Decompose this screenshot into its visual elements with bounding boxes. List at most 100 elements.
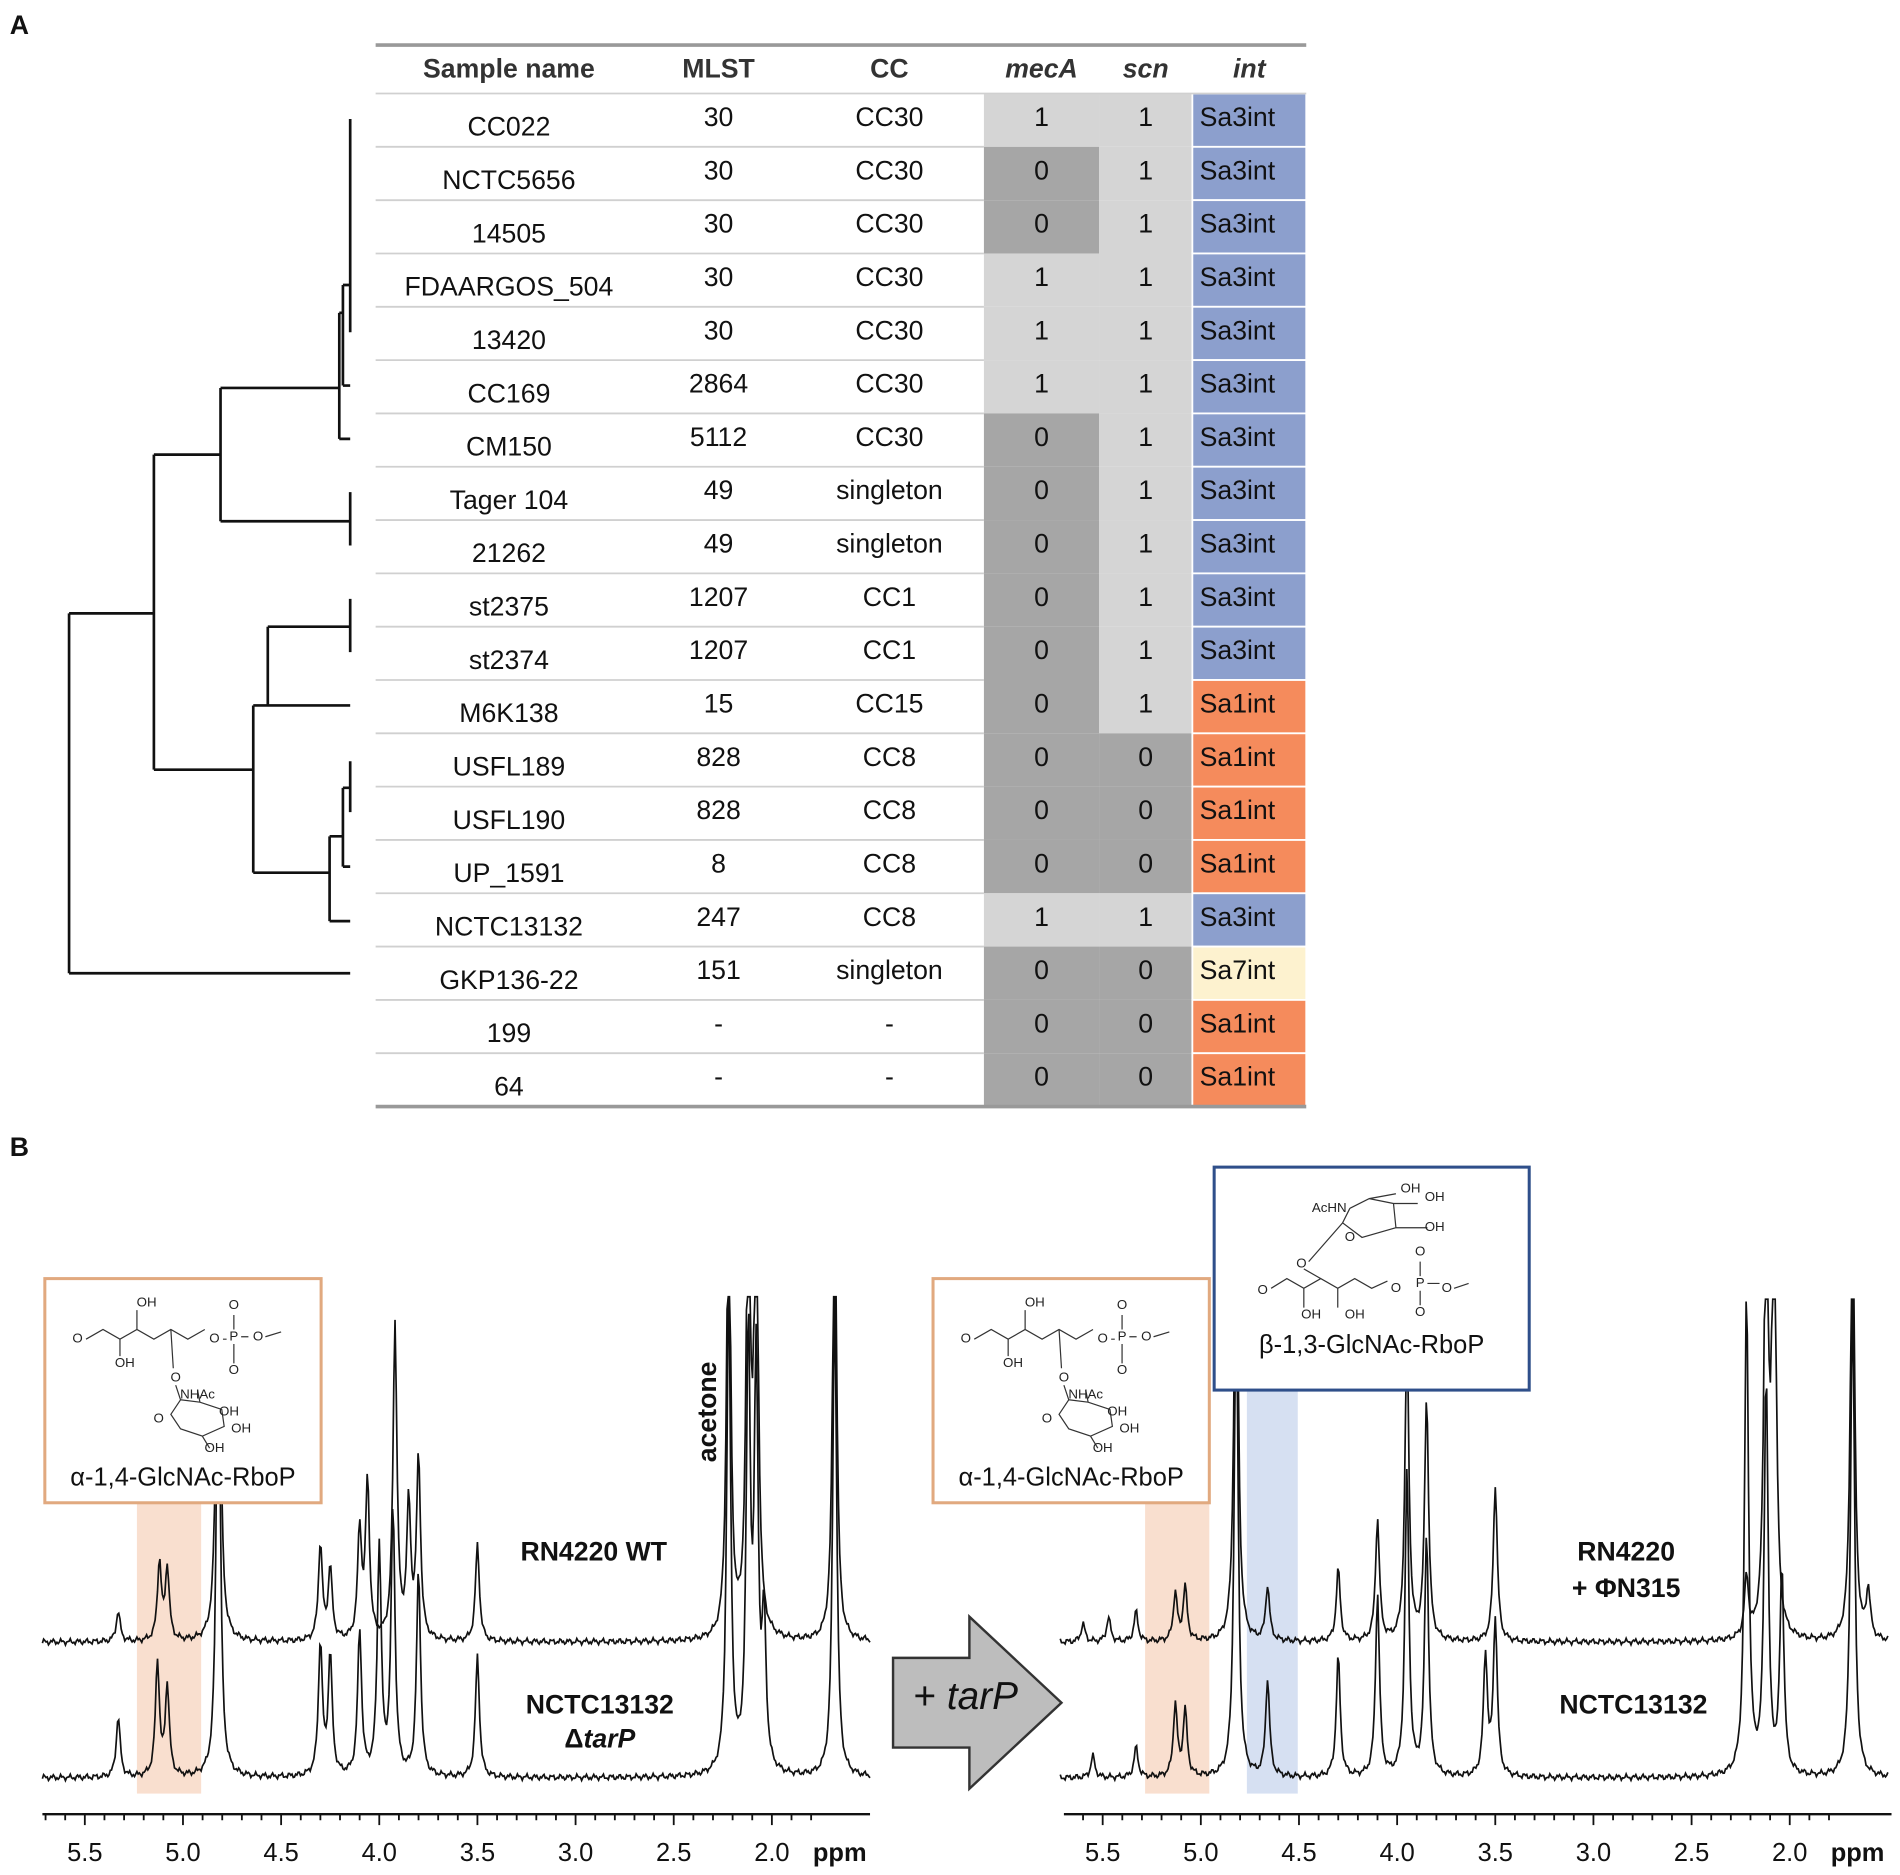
atom-label: O [171,1369,181,1384]
cell: 1 [1034,315,1049,345]
axis-tick-label: 5.5 [1085,1839,1120,1867]
cell: CC8 [863,742,916,772]
cell-bg [983,839,1100,894]
cell-bg [1191,892,1308,948]
cell: 0 [1034,209,1049,239]
cell: 0 [1034,529,1049,559]
cell: 199 [487,1018,531,1048]
highlight [1145,1502,1210,1794]
atom-label: O [72,1331,82,1346]
cell: 1207 [689,582,748,612]
cell: 1 [1138,688,1153,718]
cell: 0 [1138,795,1153,825]
cell: GKP136-22 [439,965,578,995]
cell: - [714,1062,723,1092]
cell: 1 [1138,315,1153,345]
axis-tick-label: 2.5 [656,1839,691,1867]
cell-bg [983,253,1100,307]
cell-bg [983,733,1100,787]
arrow-label: + tarP [913,1675,1018,1718]
atom-label: OH [1425,1189,1445,1204]
axis-tick-label: 3.0 [558,1839,593,1867]
cell: 30 [704,209,734,239]
cell-bg [1099,733,1193,787]
cell: 1 [1138,102,1153,132]
cell: 0 [1034,635,1049,665]
column-header: MLST [682,54,755,84]
cell: Sa1int [1200,795,1276,825]
cell-bg [1191,359,1308,415]
cell-bg [983,626,1100,681]
cell: CC30 [855,315,923,345]
spectrum-label: NCTC13132 [1559,1689,1707,1719]
cell-bg [983,306,1100,361]
atom-label: O [1415,1243,1425,1258]
axis-tick-label: 2.0 [754,1839,789,1867]
cell: 21262 [472,538,546,568]
cell-bg [1099,999,1193,1054]
atom-label: OH [1400,1180,1420,1195]
atom-label: O [1345,1229,1355,1244]
cell: 30 [704,155,734,185]
spectrum [41,1296,871,1783]
text-part: + [913,1675,946,1718]
cell: Sa3int [1200,582,1276,612]
structure-box [43,1277,323,1505]
cell: 1 [1138,529,1153,559]
cell: singleton [836,529,943,559]
structure-name: α-1,4-GlcNAc-RboP [959,1463,1184,1491]
cell-bg [1099,786,1193,840]
cell: Sa3int [1200,635,1276,665]
cell-bg [1099,253,1193,307]
arrow [891,1613,1064,1792]
annotation: acetone [692,1362,722,1463]
cell-bg [1099,466,1193,521]
cell: CC30 [855,422,923,452]
cell: Tager 104 [450,485,569,515]
cell-bg [1099,413,1193,467]
cell: CC169 [467,378,550,408]
cell: 151 [696,955,740,985]
cell: FDAARGOS_504 [405,272,614,302]
axis-tick-label: 4.0 [362,1839,397,1867]
atom-label: O [253,1328,263,1343]
column-header: int [1233,54,1267,84]
atom-label: O [1117,1362,1127,1377]
cell: Sa3int [1200,529,1276,559]
cell: 1 [1034,262,1049,292]
cell-bg [1191,839,1308,895]
column-header: mecA [1005,54,1078,84]
column-header: Sample name [423,54,595,84]
column-header: scn [1123,54,1169,84]
cell: NCTC5656 [442,165,575,195]
cell: Sa1int [1200,1062,1276,1092]
cell: 14505 [472,218,546,248]
cell: Sa3int [1200,209,1276,239]
atom-label: O [961,1331,971,1346]
spectrum [41,1295,871,1648]
panel-b: 5.5 5.0 4.5 4.0 3.5 3.0 2.5 2.0 ppm 5.5 5.0 4.5 4.0 3… [41,1165,1892,1867]
atom-label: O [1117,1297,1127,1312]
cell: 1 [1034,902,1049,932]
text-part: tarP [947,1675,1018,1718]
atom-label: O [1296,1256,1306,1271]
axis-tick-label: 5.0 [1183,1839,1218,1867]
atom-label: OH [1025,1294,1045,1309]
cell: Sa3int [1200,902,1276,932]
cell-bg [1099,893,1193,947]
axis-unit: ppm [813,1839,867,1867]
cell: 2864 [689,369,748,399]
cell: 0 [1034,742,1049,772]
cell-bg [1191,199,1308,255]
cell-bg [1191,145,1308,202]
cell: 1 [1138,155,1153,185]
cell-bg [1099,360,1193,414]
cell: CC8 [863,795,916,825]
cell: Sa3int [1200,315,1276,345]
cell-bg [1191,305,1308,362]
cell-bg [1099,306,1193,361]
cell: NCTC13132 [435,911,583,941]
cell: Sa1int [1200,1008,1276,1038]
cell: 828 [696,795,740,825]
atom-label: O [1442,1280,1452,1295]
